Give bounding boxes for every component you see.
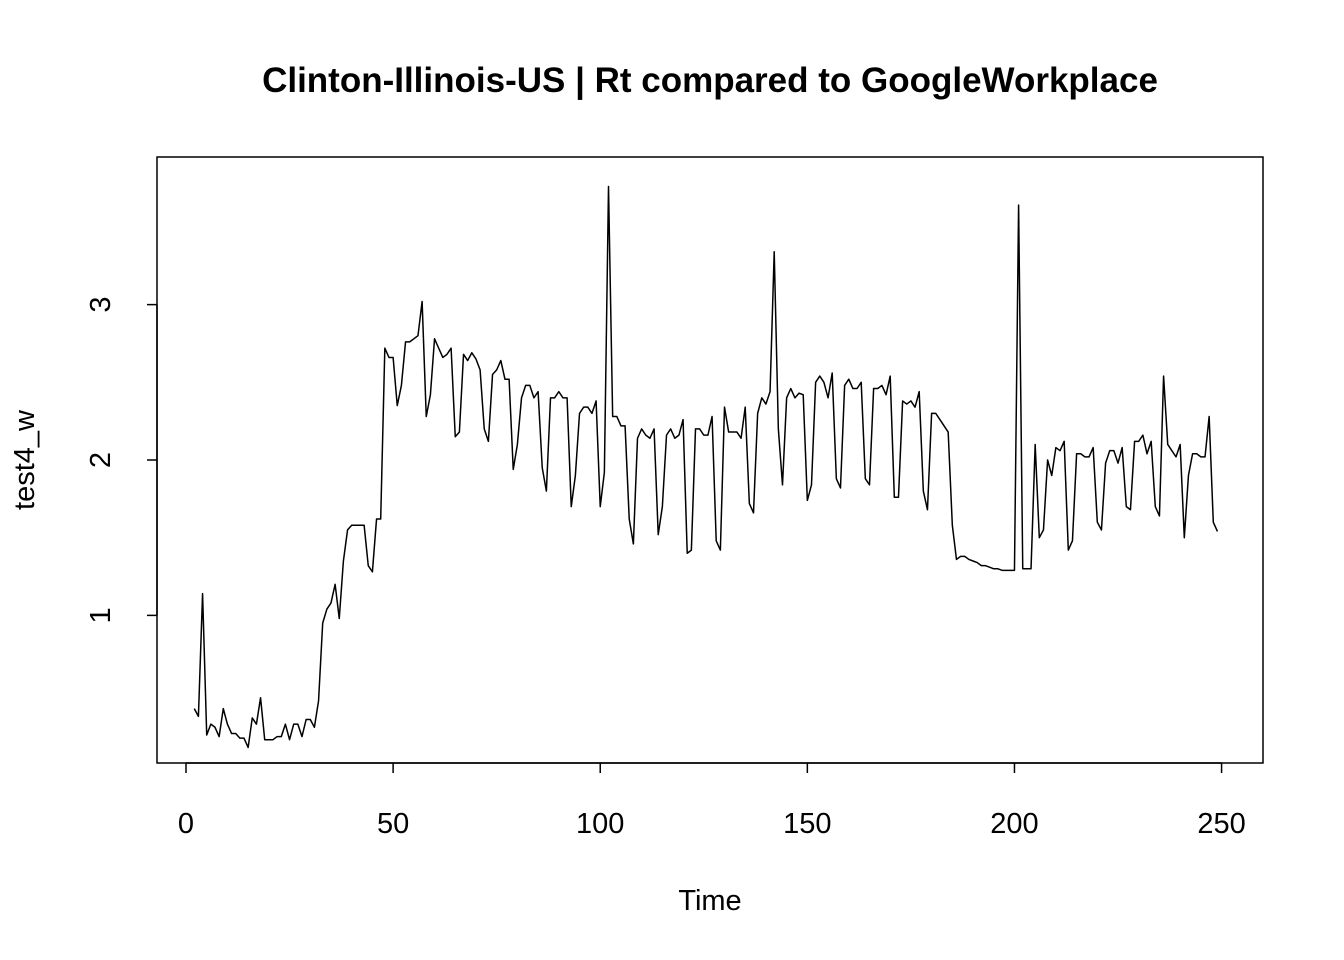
x-tick-label: 200 xyxy=(990,808,1038,840)
x-tick-label: 50 xyxy=(377,808,409,840)
series-layer xyxy=(193,185,1219,749)
chart-title: Clinton-Illinois-US | Rt compared to Goo… xyxy=(262,61,1158,100)
x-axis: 0 50 100 150 200 250 xyxy=(178,762,1246,840)
series-line xyxy=(193,185,1219,749)
y-tick-label: 1 xyxy=(85,607,117,623)
x-tick-label: 0 xyxy=(178,808,194,840)
y-tick-label: 2 xyxy=(85,452,117,468)
x-tick-label: 250 xyxy=(1197,808,1245,840)
y-axis-label: test4_w xyxy=(9,409,41,510)
plot-frame xyxy=(156,156,1264,764)
y-tick-label: 3 xyxy=(85,297,117,313)
y-axis: 1 2 3 xyxy=(85,297,158,623)
x-tick-label: 150 xyxy=(783,808,831,840)
x-axis-label: Time xyxy=(678,885,741,917)
x-tick-label: 100 xyxy=(576,808,624,840)
